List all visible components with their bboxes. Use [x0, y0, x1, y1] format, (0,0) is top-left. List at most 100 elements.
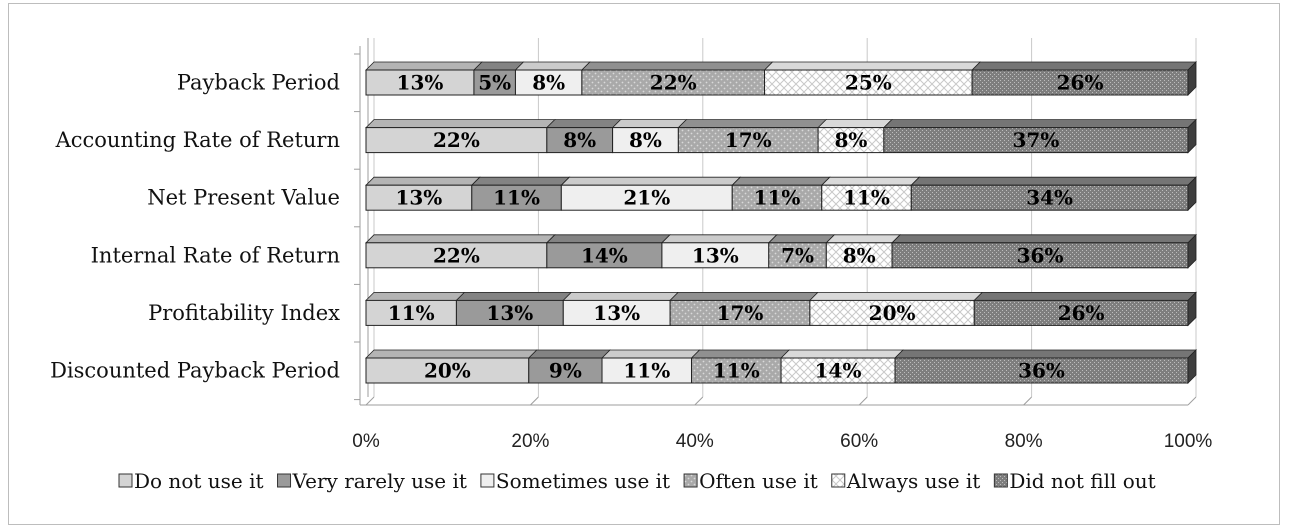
bar-segment	[455, 299, 564, 326]
bar-side-face	[1187, 349, 1197, 384]
data-label: 13%	[397, 71, 444, 95]
bar-side-face	[1187, 233, 1197, 269]
category-label: Discounted Payback Period	[50, 359, 340, 383]
bar-segment-top	[882, 119, 1197, 128]
bar-segment-top	[669, 291, 819, 301]
bar-segment	[365, 184, 473, 211]
floor-tick	[858, 396, 868, 406]
legend: Do not use it Very rarely use it Sometimes…	[118, 469, 1156, 493]
bar-segment	[971, 69, 1189, 96]
bar-segment-top	[910, 176, 1197, 186]
category-label: Net Present Value	[147, 186, 340, 210]
bar-segment-top	[365, 291, 466, 301]
data-label: 20%	[869, 301, 916, 325]
legend-label: Often use it	[699, 469, 818, 493]
bar-segment-top	[514, 61, 591, 71]
bar-segment-top	[470, 176, 571, 186]
bar-segment	[817, 127, 885, 154]
data-label: 13%	[395, 186, 442, 210]
legend-swatch	[831, 473, 846, 488]
bar-segment-top	[891, 234, 1197, 244]
bar-segment-top	[455, 291, 573, 301]
bar-segment-top	[611, 119, 688, 128]
bar-segment-top	[545, 119, 622, 128]
data-label: 21%	[623, 186, 670, 210]
x-tick-label: 40%	[676, 431, 714, 452]
data-label: 22%	[433, 243, 480, 267]
x-tick-label: 100%	[1164, 431, 1213, 452]
x-tick-label: 20%	[511, 431, 549, 452]
data-label: 26%	[1057, 71, 1104, 95]
x-tick-label: 60%	[840, 431, 878, 452]
legend-label: Always use it	[846, 469, 981, 493]
bar-segment-top	[894, 349, 1197, 359]
bar-segment	[825, 242, 893, 269]
bar-segment	[601, 357, 693, 384]
bar-segment-top	[365, 61, 483, 71]
bar-side-face	[1187, 61, 1197, 96]
bar-segment	[612, 127, 679, 154]
floor-tick	[1023, 396, 1032, 406]
data-label: 37%	[1013, 128, 1060, 152]
bar-segment-top	[971, 61, 1197, 71]
legend-swatch	[118, 473, 133, 488]
data-label: 17%	[725, 128, 772, 152]
bar-segment	[910, 184, 1189, 211]
bar-segment-top	[545, 234, 671, 244]
bar-segment	[891, 242, 1189, 269]
bar-segment	[973, 299, 1189, 326]
bar-segment	[365, 357, 530, 384]
bar-segment-top	[365, 176, 481, 186]
bar-segment-top	[527, 349, 611, 359]
data-label: 20%	[424, 359, 471, 383]
bar-segment	[764, 69, 973, 96]
data-label: 11%	[754, 186, 801, 210]
floor-tick	[1187, 396, 1197, 406]
bar-segment	[560, 184, 733, 211]
bar-segment	[780, 357, 896, 384]
data-label: 11%	[388, 301, 435, 325]
bar-segment-top	[817, 119, 893, 128]
bar-segment	[471, 184, 562, 211]
data-label: 13%	[486, 301, 533, 325]
bar-side-face	[1187, 291, 1197, 327]
bar-segment-top	[472, 61, 525, 71]
bar-segment-top	[660, 234, 778, 244]
data-label: 11%	[713, 359, 760, 383]
bar-segment	[883, 127, 1189, 154]
bar-segment-top	[780, 349, 904, 359]
data-label: 25%	[845, 71, 892, 95]
bar-segment	[546, 242, 663, 269]
bar-segment	[581, 69, 766, 96]
bar-segment-top	[808, 291, 984, 301]
legend-swatch	[277, 473, 292, 488]
legend-label: Sometimes use it	[496, 469, 670, 493]
bar-segment-top	[767, 234, 836, 244]
data-label: 14%	[815, 359, 862, 383]
data-label: 8%	[629, 128, 662, 152]
legend-label: Did not fill out	[1009, 469, 1155, 493]
data-label: 11%	[493, 186, 540, 210]
legend-label: Very rarely use it	[292, 469, 467, 493]
bar-segment-top	[580, 61, 774, 71]
data-label: 8%	[843, 243, 876, 267]
legend-label: Do not use it	[134, 469, 264, 493]
label-layer: Payback Period 13% 5% 8% 22% 25% 26% Accounting…	[50, 71, 1104, 383]
data-label: 11%	[843, 186, 890, 210]
data-label: 13%	[593, 301, 640, 325]
bar-layer	[365, 61, 1197, 384]
bar-segment	[365, 242, 548, 269]
data-label: 36%	[1017, 243, 1064, 267]
bar-segment	[821, 184, 912, 211]
bar-segment	[669, 299, 811, 326]
x-tick-label: 0%	[352, 431, 380, 452]
bar-side-face	[1187, 176, 1197, 212]
bar-segment	[691, 357, 782, 384]
data-label: 13%	[692, 243, 739, 267]
data-label: 22%	[433, 128, 480, 152]
legend-swatch	[683, 473, 698, 488]
data-label: 17%	[717, 301, 764, 325]
data-label: 8%	[835, 128, 868, 152]
data-label: 5%	[478, 71, 511, 95]
data-label: 36%	[1018, 359, 1065, 383]
